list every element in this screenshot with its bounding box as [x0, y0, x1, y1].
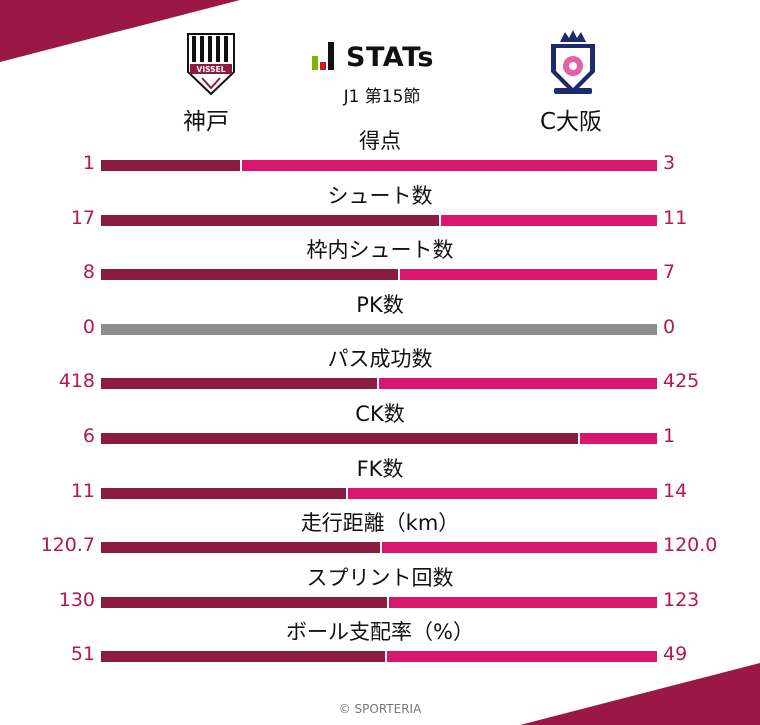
away-value: 425	[663, 370, 700, 393]
home-value: 17	[70, 206, 95, 229]
comparison-bar	[101, 542, 657, 554]
away-bar-segment	[348, 487, 657, 499]
stat-label: パス成功数	[327, 347, 433, 372]
comparison-bar	[101, 596, 657, 608]
home-bar-segment	[101, 214, 439, 226]
comparison-bar	[101, 323, 657, 335]
stat-label: 枠内シュート数	[306, 238, 454, 263]
stat-label: 走行距離（km）	[300, 511, 460, 536]
stat-row: FK数 11 14	[0, 453, 760, 507]
comparison-bar	[101, 214, 657, 226]
away-bar-segment	[101, 323, 657, 335]
stat-label: FK数	[356, 456, 404, 481]
away-bar-segment	[242, 160, 657, 171]
away-bar-segment	[389, 596, 657, 608]
stat-label: CK数	[355, 402, 405, 426]
home-value: 418	[58, 370, 95, 393]
home-value: 130	[58, 588, 95, 611]
away-bar-segment	[382, 542, 657, 554]
home-team-crest-icon: VISSEL	[176, 28, 246, 98]
away-team-crest-icon	[538, 28, 608, 98]
home-bar-segment	[101, 651, 385, 663]
comparison-bar	[101, 433, 657, 444]
home-bar-segment	[101, 596, 387, 608]
away-value: 123	[663, 588, 700, 611]
away-value: 120.0	[663, 534, 718, 557]
home-bar-segment	[101, 542, 380, 554]
stat-row: パス成功数 418 425	[0, 343, 760, 397]
home-bar-segment	[101, 487, 346, 499]
home-bar-segment	[101, 378, 377, 390]
home-value: 6	[82, 425, 95, 447]
comparison-bar	[101, 378, 657, 390]
home-bar-segment	[101, 269, 398, 281]
stat-label: ボール支配率（%）	[286, 620, 474, 645]
comparison-bar	[101, 487, 657, 499]
home-bar-segment	[101, 160, 240, 171]
stat-label: 得点	[359, 129, 401, 153]
stat-row: 得点 1 3	[0, 125, 760, 179]
stat-label: シュート数	[327, 183, 433, 208]
home-value: 11	[70, 479, 95, 502]
away-bar-segment	[400, 269, 657, 281]
home-team-name: 神戸	[183, 109, 229, 135]
stat-row: スプリント回数 130 123	[0, 562, 760, 616]
header: VISSEL STATs J1 第15節 神戸 C大阪	[0, 0, 760, 140]
home-value: 1	[82, 152, 95, 174]
stats-logo-icon	[312, 42, 336, 72]
copyright-credit: © SPORTERIA	[338, 702, 422, 716]
stat-row: 走行距離（km） 120.7 120.0	[0, 507, 760, 561]
corner-decoration-bottom	[520, 663, 760, 725]
stat-row: ボール支配率（%） 51 49	[0, 616, 760, 670]
away-value: 7	[663, 261, 676, 284]
home-bar-segment	[101, 433, 578, 444]
home-value: 120.7	[40, 534, 95, 557]
round-label: J1 第15節	[343, 87, 421, 107]
away-value: 1	[663, 425, 676, 447]
comparison-bar	[101, 160, 657, 171]
home-value: 51	[70, 643, 95, 666]
away-value: 0	[663, 315, 676, 338]
stat-label: スプリント回数	[306, 565, 454, 590]
comparison-bar	[101, 269, 657, 281]
stat-row: 枠内シュート数 8 7	[0, 234, 760, 288]
away-bar-segment	[580, 433, 657, 444]
away-bar-segment	[441, 214, 657, 226]
stat-label: PK数	[356, 292, 404, 317]
away-value: 11	[663, 206, 688, 229]
stat-row: CK数 6 1	[0, 398, 760, 452]
stat-row: PK数 0 0	[0, 289, 760, 343]
brand-logo: STATs	[312, 40, 434, 74]
away-value: 14	[663, 479, 688, 502]
home-value: 0	[82, 315, 95, 338]
away-bar-segment	[379, 378, 657, 390]
brand-text: STATs	[346, 41, 434, 73]
away-team-name: C大阪	[540, 109, 603, 135]
away-value: 49	[663, 643, 688, 666]
stat-row: シュート数 17 11	[0, 180, 760, 234]
away-value: 3	[663, 152, 676, 174]
svg-text:VISSEL: VISSEL	[197, 65, 226, 74]
home-value: 8	[82, 261, 95, 284]
away-bar-segment	[387, 651, 657, 663]
comparison-bar	[101, 651, 657, 663]
